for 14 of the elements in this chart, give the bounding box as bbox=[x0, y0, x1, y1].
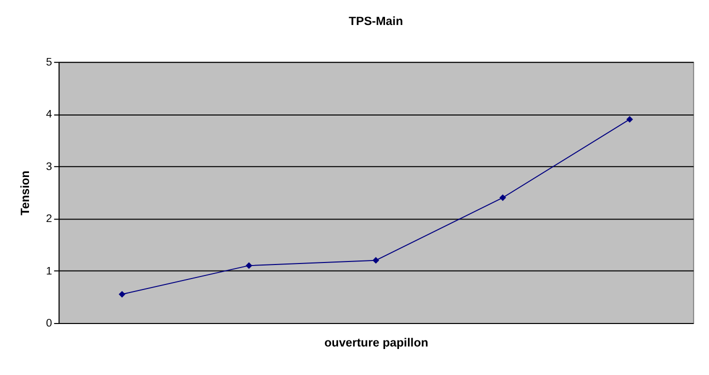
point bbox=[246, 262, 252, 269]
y-tick-label: 5 bbox=[46, 56, 52, 68]
point bbox=[626, 116, 633, 123]
y-tick-label: 3 bbox=[46, 160, 52, 173]
point bbox=[372, 257, 380, 264]
y-tick-label: 1 bbox=[46, 265, 52, 278]
y-tick-label: 4 bbox=[46, 108, 52, 121]
y-tick-label: 2 bbox=[46, 213, 52, 226]
y-tick-label: 0 bbox=[46, 318, 52, 330]
y-axis-title: Tension bbox=[18, 170, 32, 216]
chart-title: TPS-Main bbox=[348, 14, 403, 28]
x-axis-title: ouverture papillon bbox=[324, 335, 428, 350]
point bbox=[118, 290, 126, 298]
point bbox=[499, 194, 506, 201]
